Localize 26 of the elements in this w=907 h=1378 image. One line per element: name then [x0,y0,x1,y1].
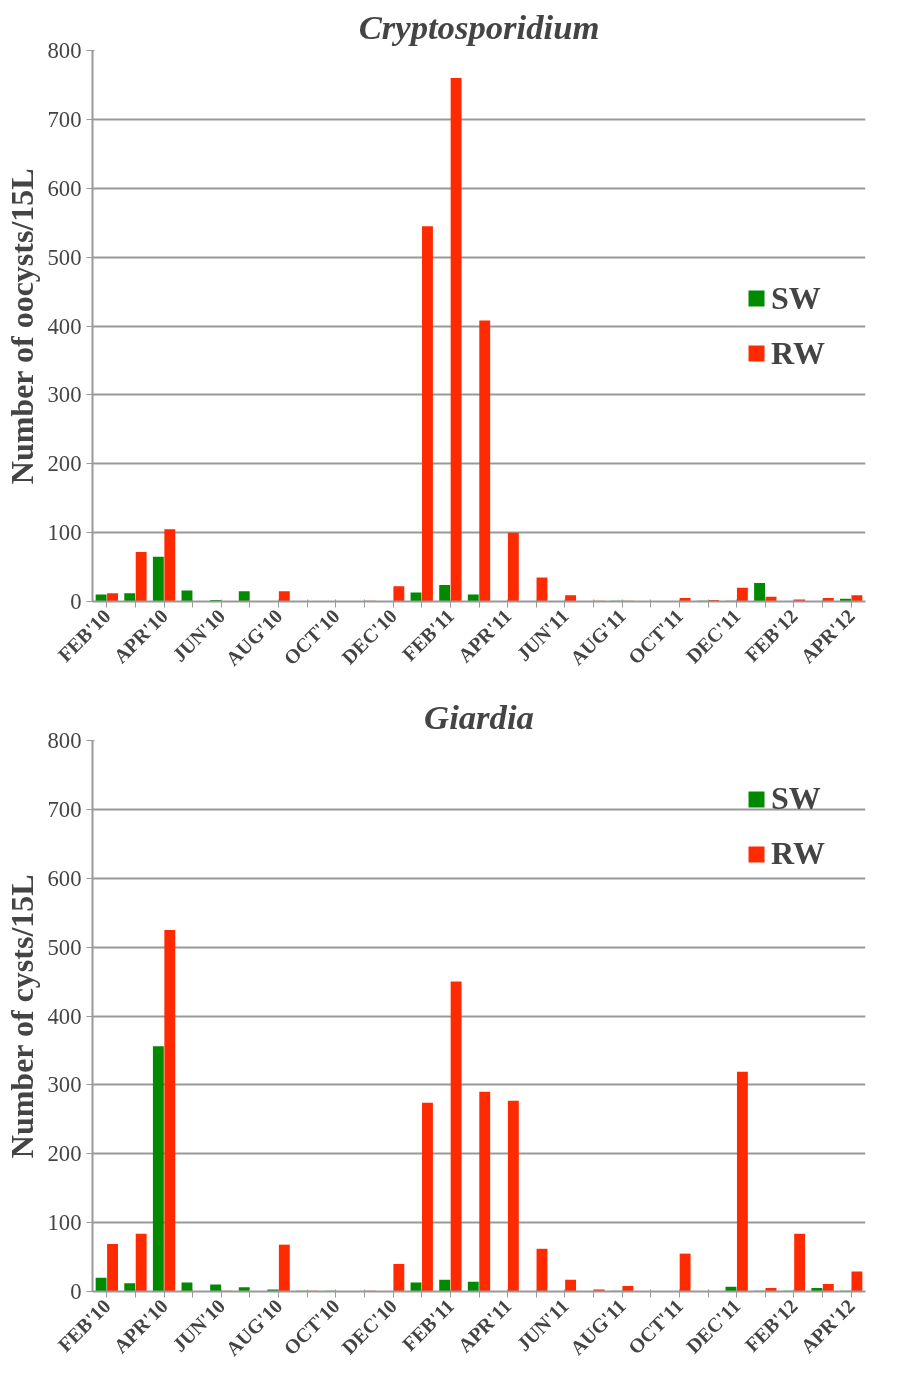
y-tick-label: 600 [47,865,82,891]
legend-label: SW [771,780,821,817]
legend-label: RW [771,334,825,372]
y-tick-label: 800 [47,38,82,63]
y-tick-label: 700 [47,106,82,132]
y-tick-label: 0 [70,1279,82,1304]
y-tick-label: 300 [47,1072,82,1098]
y-axis-title: Number of cysts/15L [3,874,40,1159]
y-tick-label: 300 [47,382,82,408]
y-tick-label: 800 [47,728,82,753]
y-tick-label: 500 [47,244,82,270]
legend-label: SW [771,279,821,317]
y-tick-label: 200 [47,1141,82,1167]
y-tick-label: 700 [47,796,82,822]
y-tick-label: 500 [47,934,82,960]
chart-title: Giardia [424,697,534,736]
legend-label: RW [771,835,825,872]
y-tick-label: 0 [70,589,82,614]
chart-title: Cryptosporidium [358,7,600,46]
y-axis-title: Number of oocysts/15L [3,168,40,485]
y-tick-label: 200 [47,451,82,477]
y-tick-label: 400 [47,313,82,339]
y-tick-label: 600 [47,175,82,201]
y-tick-label: 400 [47,1003,82,1029]
y-tick-label: 100 [47,520,82,546]
y-tick-label: 100 [47,1210,82,1236]
